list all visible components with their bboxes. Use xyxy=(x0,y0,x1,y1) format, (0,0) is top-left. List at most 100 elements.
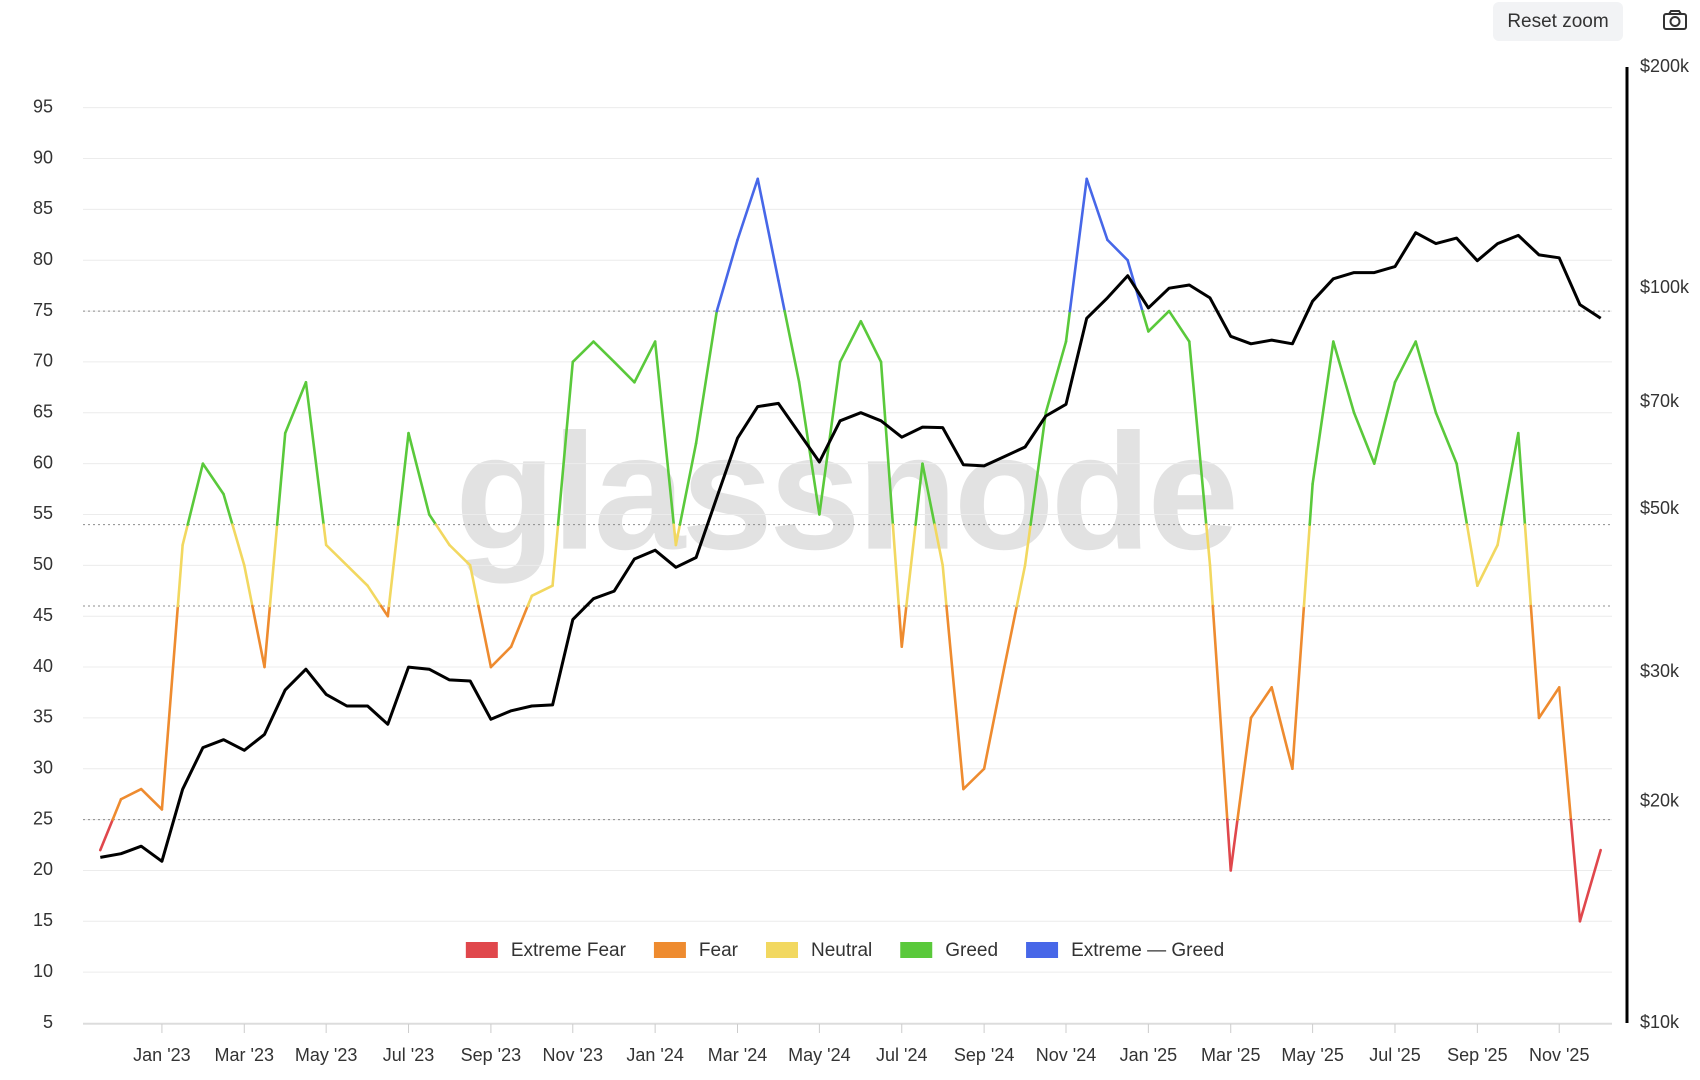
camera-icon[interactable] xyxy=(1663,10,1687,30)
index-segment xyxy=(477,604,493,669)
index-segment xyxy=(231,523,246,567)
index-segment xyxy=(1167,309,1191,343)
index-segment xyxy=(653,340,676,526)
index-segment xyxy=(612,360,636,384)
index-segment xyxy=(366,584,383,608)
index-segment xyxy=(678,441,698,526)
index-segment xyxy=(324,543,349,567)
legend-label: Fear xyxy=(699,940,739,961)
y-tick-label: 15 xyxy=(33,910,53,930)
x-tick-label: Jul '25 xyxy=(1369,1045,1420,1065)
y-tick-label: 90 xyxy=(33,147,53,167)
index-segment xyxy=(119,787,143,801)
index-segment xyxy=(1225,818,1233,872)
index-segment xyxy=(1523,523,1533,608)
index-segment xyxy=(571,340,595,364)
index-segment xyxy=(1204,523,1212,567)
index-segment xyxy=(1332,340,1356,415)
y2-tick-label: $10k xyxy=(1640,1012,1680,1032)
index-segment xyxy=(222,492,234,526)
index-segment xyxy=(1537,686,1561,720)
index-segment xyxy=(921,462,936,526)
index-segment xyxy=(905,523,917,608)
legend-label: Extreme Fear xyxy=(511,940,627,961)
legend-swatch xyxy=(653,942,686,958)
index-segment xyxy=(387,523,400,608)
y-tick-label: 60 xyxy=(33,452,53,472)
y-tick-label: 65 xyxy=(33,402,53,422)
index-segment xyxy=(592,340,616,364)
index-segment xyxy=(1141,309,1150,333)
y-tick-label: 95 xyxy=(33,96,53,116)
index-segment xyxy=(1557,686,1573,821)
index-segment xyxy=(275,431,287,526)
x-tick-label: Sep '25 xyxy=(1447,1045,1508,1065)
index-segment xyxy=(1308,482,1314,526)
index-segment xyxy=(1270,686,1294,771)
lines-layer xyxy=(98,177,1602,923)
index-segment xyxy=(891,523,901,608)
y-tick-label: 75 xyxy=(33,300,53,320)
x-tick-label: Nov '23 xyxy=(543,1045,603,1065)
watermark-layer: glassnode xyxy=(455,400,1239,584)
index-segment xyxy=(1455,462,1469,526)
index-segment xyxy=(1023,523,1032,567)
legend-item: Fear xyxy=(653,940,739,961)
index-segment xyxy=(283,380,308,435)
index-segment xyxy=(756,177,780,282)
index-segment xyxy=(982,665,1006,771)
x-tick-label: Mar '25 xyxy=(1201,1045,1260,1065)
y2-tick-label: $70k xyxy=(1640,391,1680,411)
index-segment xyxy=(111,797,123,821)
index-segment xyxy=(933,523,944,567)
index-segment xyxy=(1529,604,1541,720)
y2-tick-label: $20k xyxy=(1640,791,1680,811)
x-tick-label: May '23 xyxy=(295,1045,357,1065)
index-segment xyxy=(448,543,472,567)
index-segment xyxy=(1393,340,1417,384)
index-segment xyxy=(556,360,575,526)
x-tick-label: Mar '23 xyxy=(215,1045,274,1065)
index-segment xyxy=(1208,564,1215,608)
index-segment xyxy=(1044,340,1068,415)
index-segment xyxy=(1106,238,1129,262)
legend-swatch xyxy=(465,942,498,958)
y2-tick-label: $100k xyxy=(1640,277,1690,297)
index-segment xyxy=(1578,848,1602,923)
index-segment xyxy=(268,523,279,608)
reset-zoom-label[interactable]: Reset zoom xyxy=(1507,11,1608,32)
legend-swatch xyxy=(766,942,798,958)
y-tick-label: 20 xyxy=(33,859,53,879)
index-segment xyxy=(201,462,225,496)
index-segment xyxy=(1003,604,1019,669)
y-tick-label: 35 xyxy=(33,707,53,727)
index-segment xyxy=(900,604,908,649)
index-segment xyxy=(407,431,431,516)
index-segment xyxy=(674,523,682,547)
legend: Extreme Fear Fear Neutral Greed Extreme — Gr… xyxy=(465,940,1224,961)
index-segment xyxy=(1015,564,1027,608)
index-segment xyxy=(879,360,895,526)
legend-label: Extreme — Greed xyxy=(1071,940,1224,961)
index-segment xyxy=(1211,604,1229,821)
index-segment xyxy=(1064,309,1072,343)
index-segment xyxy=(427,513,438,526)
legend-label: Greed xyxy=(945,940,998,961)
index-segment xyxy=(715,238,739,313)
y2-tick-label: $50k xyxy=(1640,498,1680,518)
index-segment xyxy=(1372,380,1397,465)
index-segment xyxy=(914,462,924,526)
reset-zoom-button[interactable] xyxy=(1493,2,1623,41)
index-segment xyxy=(551,523,560,587)
x-tick-label: Jul '24 xyxy=(876,1045,927,1065)
index-segment xyxy=(186,462,205,526)
x-tick-label: Jan '25 xyxy=(1120,1045,1177,1065)
legend-item: Neutral xyxy=(766,940,872,961)
index-segment xyxy=(1068,177,1089,313)
index-segment xyxy=(468,564,480,608)
index-segment xyxy=(526,594,534,608)
x-tick-label: Jan '23 xyxy=(133,1045,190,1065)
index-segment xyxy=(396,431,410,526)
index-segment xyxy=(1085,177,1109,242)
legend-item: Extreme Fear xyxy=(465,940,627,961)
